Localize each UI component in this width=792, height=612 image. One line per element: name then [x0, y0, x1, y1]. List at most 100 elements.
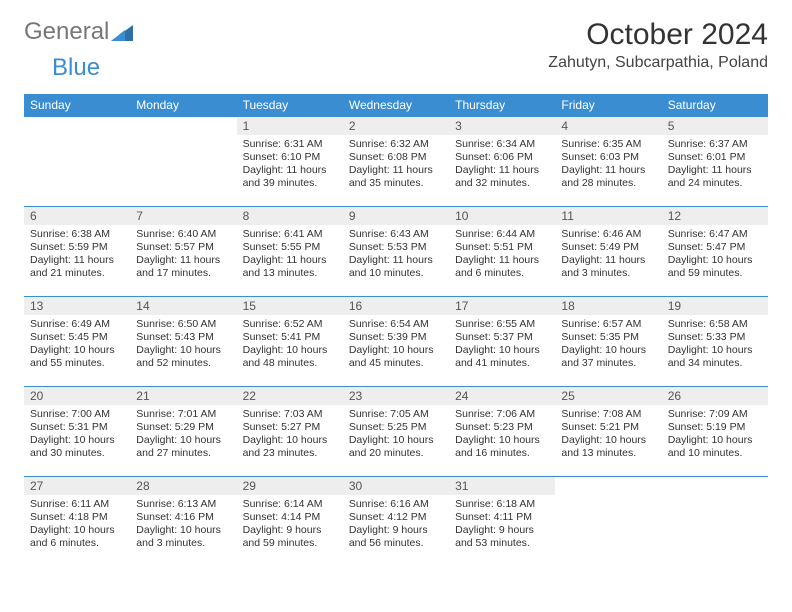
day-number: 29	[237, 477, 343, 495]
day-details: Sunrise: 7:06 AMSunset: 5:23 PMDaylight:…	[449, 405, 555, 465]
page-title: October 2024	[548, 18, 768, 52]
calendar-day-cell: 5Sunrise: 6:37 AMSunset: 6:01 PMDaylight…	[662, 117, 768, 207]
day-details: Sunrise: 7:05 AMSunset: 5:25 PMDaylight:…	[343, 405, 449, 465]
calendar-day-cell: 23Sunrise: 7:05 AMSunset: 5:25 PMDayligh…	[343, 387, 449, 477]
logo: General	[24, 18, 135, 46]
calendar-day-cell: 28Sunrise: 6:13 AMSunset: 4:16 PMDayligh…	[130, 477, 236, 567]
day-number: 21	[130, 387, 236, 405]
calendar-day-cell: 18Sunrise: 6:57 AMSunset: 5:35 PMDayligh…	[555, 297, 661, 387]
day-details: Sunrise: 6:40 AMSunset: 5:57 PMDaylight:…	[130, 225, 236, 285]
day-details: Sunrise: 6:31 AMSunset: 6:10 PMDaylight:…	[237, 135, 343, 195]
day-number: 24	[449, 387, 555, 405]
calendar-day-cell: 29Sunrise: 6:14 AMSunset: 4:14 PMDayligh…	[237, 477, 343, 567]
day-number: 3	[449, 117, 555, 135]
calendar-day-cell: 14Sunrise: 6:50 AMSunset: 5:43 PMDayligh…	[130, 297, 236, 387]
day-number: 10	[449, 207, 555, 225]
calendar-week-row: ....1Sunrise: 6:31 AMSunset: 6:10 PMDayl…	[24, 117, 768, 207]
day-details: Sunrise: 6:47 AMSunset: 5:47 PMDaylight:…	[662, 225, 768, 285]
calendar-day-cell: 4Sunrise: 6:35 AMSunset: 6:03 PMDaylight…	[555, 117, 661, 207]
calendar-week-row: 20Sunrise: 7:00 AMSunset: 5:31 PMDayligh…	[24, 387, 768, 477]
day-details: Sunrise: 6:58 AMSunset: 5:33 PMDaylight:…	[662, 315, 768, 375]
day-number: 8	[237, 207, 343, 225]
day-number: 19	[662, 297, 768, 315]
day-number: 12	[662, 207, 768, 225]
day-header: Wednesday	[343, 94, 449, 117]
day-details: Sunrise: 6:14 AMSunset: 4:14 PMDaylight:…	[237, 495, 343, 555]
day-header: Tuesday	[237, 94, 343, 117]
day-number: 11	[555, 207, 661, 225]
title-block: October 2024 Zahutyn, Subcarpathia, Pola…	[548, 18, 768, 72]
calendar-day-cell: 19Sunrise: 6:58 AMSunset: 5:33 PMDayligh…	[662, 297, 768, 387]
calendar-day-cell: ..	[555, 477, 661, 567]
day-details: Sunrise: 7:08 AMSunset: 5:21 PMDaylight:…	[555, 405, 661, 465]
day-header: Saturday	[662, 94, 768, 117]
day-details: Sunrise: 6:34 AMSunset: 6:06 PMDaylight:…	[449, 135, 555, 195]
day-details: Sunrise: 7:09 AMSunset: 5:19 PMDaylight:…	[662, 405, 768, 465]
day-details: Sunrise: 6:38 AMSunset: 5:59 PMDaylight:…	[24, 225, 130, 285]
day-details: Sunrise: 6:50 AMSunset: 5:43 PMDaylight:…	[130, 315, 236, 375]
day-details: Sunrise: 6:46 AMSunset: 5:49 PMDaylight:…	[555, 225, 661, 285]
calendar-day-cell: 2Sunrise: 6:32 AMSunset: 6:08 PMDaylight…	[343, 117, 449, 207]
calendar-day-cell: 6Sunrise: 6:38 AMSunset: 5:59 PMDaylight…	[24, 207, 130, 297]
day-details: Sunrise: 6:44 AMSunset: 5:51 PMDaylight:…	[449, 225, 555, 285]
day-number: 18	[555, 297, 661, 315]
calendar-day-cell: 27Sunrise: 6:11 AMSunset: 4:18 PMDayligh…	[24, 477, 130, 567]
day-details: Sunrise: 7:03 AMSunset: 5:27 PMDaylight:…	[237, 405, 343, 465]
day-number: 2	[343, 117, 449, 135]
day-details: Sunrise: 7:00 AMSunset: 5:31 PMDaylight:…	[24, 405, 130, 465]
day-details: Sunrise: 6:43 AMSunset: 5:53 PMDaylight:…	[343, 225, 449, 285]
calendar-day-cell: 31Sunrise: 6:18 AMSunset: 4:11 PMDayligh…	[449, 477, 555, 567]
calendar-table: SundayMondayTuesdayWednesdayThursdayFrid…	[24, 94, 768, 567]
calendar-day-cell: 16Sunrise: 6:54 AMSunset: 5:39 PMDayligh…	[343, 297, 449, 387]
day-number: 25	[555, 387, 661, 405]
calendar-week-row: 27Sunrise: 6:11 AMSunset: 4:18 PMDayligh…	[24, 477, 768, 567]
calendar-week-row: 13Sunrise: 6:49 AMSunset: 5:45 PMDayligh…	[24, 297, 768, 387]
calendar-day-cell: 21Sunrise: 7:01 AMSunset: 5:29 PMDayligh…	[130, 387, 236, 477]
day-details: Sunrise: 6:13 AMSunset: 4:16 PMDaylight:…	[130, 495, 236, 555]
day-number: 26	[662, 387, 768, 405]
calendar-header-row: SundayMondayTuesdayWednesdayThursdayFrid…	[24, 94, 768, 117]
day-number: 7	[130, 207, 236, 225]
logo-text-1: General	[24, 18, 109, 46]
calendar-day-cell: 7Sunrise: 6:40 AMSunset: 5:57 PMDaylight…	[130, 207, 236, 297]
calendar-day-cell: 25Sunrise: 7:08 AMSunset: 5:21 PMDayligh…	[555, 387, 661, 477]
day-details: Sunrise: 6:41 AMSunset: 5:55 PMDaylight:…	[237, 225, 343, 285]
day-header: Friday	[555, 94, 661, 117]
day-details: Sunrise: 6:49 AMSunset: 5:45 PMDaylight:…	[24, 315, 130, 375]
location-text: Zahutyn, Subcarpathia, Poland	[548, 54, 768, 72]
day-number: 28	[130, 477, 236, 495]
day-details: Sunrise: 6:11 AMSunset: 4:18 PMDaylight:…	[24, 495, 130, 555]
calendar-day-cell: 20Sunrise: 7:00 AMSunset: 5:31 PMDayligh…	[24, 387, 130, 477]
calendar-day-cell: 11Sunrise: 6:46 AMSunset: 5:49 PMDayligh…	[555, 207, 661, 297]
calendar-week-row: 6Sunrise: 6:38 AMSunset: 5:59 PMDaylight…	[24, 207, 768, 297]
day-details: Sunrise: 6:32 AMSunset: 6:08 PMDaylight:…	[343, 135, 449, 195]
day-number: 16	[343, 297, 449, 315]
day-details: Sunrise: 6:16 AMSunset: 4:12 PMDaylight:…	[343, 495, 449, 555]
logo-text-2: Blue	[52, 54, 100, 82]
day-header: Thursday	[449, 94, 555, 117]
day-details: Sunrise: 6:54 AMSunset: 5:39 PMDaylight:…	[343, 315, 449, 375]
calendar-day-cell: 26Sunrise: 7:09 AMSunset: 5:19 PMDayligh…	[662, 387, 768, 477]
day-number: 14	[130, 297, 236, 315]
day-details: Sunrise: 6:35 AMSunset: 6:03 PMDaylight:…	[555, 135, 661, 195]
calendar-day-cell: 9Sunrise: 6:43 AMSunset: 5:53 PMDaylight…	[343, 207, 449, 297]
day-number: 1	[237, 117, 343, 135]
calendar-day-cell: 8Sunrise: 6:41 AMSunset: 5:55 PMDaylight…	[237, 207, 343, 297]
day-number: 13	[24, 297, 130, 315]
day-details: Sunrise: 6:55 AMSunset: 5:37 PMDaylight:…	[449, 315, 555, 375]
day-number: 15	[237, 297, 343, 315]
calendar-day-cell: 1Sunrise: 6:31 AMSunset: 6:10 PMDaylight…	[237, 117, 343, 207]
day-details: Sunrise: 6:37 AMSunset: 6:01 PMDaylight:…	[662, 135, 768, 195]
day-header: Monday	[130, 94, 236, 117]
calendar-day-cell: 24Sunrise: 7:06 AMSunset: 5:23 PMDayligh…	[449, 387, 555, 477]
calendar-day-cell: 30Sunrise: 6:16 AMSunset: 4:12 PMDayligh…	[343, 477, 449, 567]
day-number: 9	[343, 207, 449, 225]
day-number: 4	[555, 117, 661, 135]
calendar-day-cell: 22Sunrise: 7:03 AMSunset: 5:27 PMDayligh…	[237, 387, 343, 477]
day-number: 6	[24, 207, 130, 225]
calendar-day-cell: 13Sunrise: 6:49 AMSunset: 5:45 PMDayligh…	[24, 297, 130, 387]
day-number: 30	[343, 477, 449, 495]
calendar-day-cell: 15Sunrise: 6:52 AMSunset: 5:41 PMDayligh…	[237, 297, 343, 387]
calendar-day-cell: 17Sunrise: 6:55 AMSunset: 5:37 PMDayligh…	[449, 297, 555, 387]
day-number: 5	[662, 117, 768, 135]
